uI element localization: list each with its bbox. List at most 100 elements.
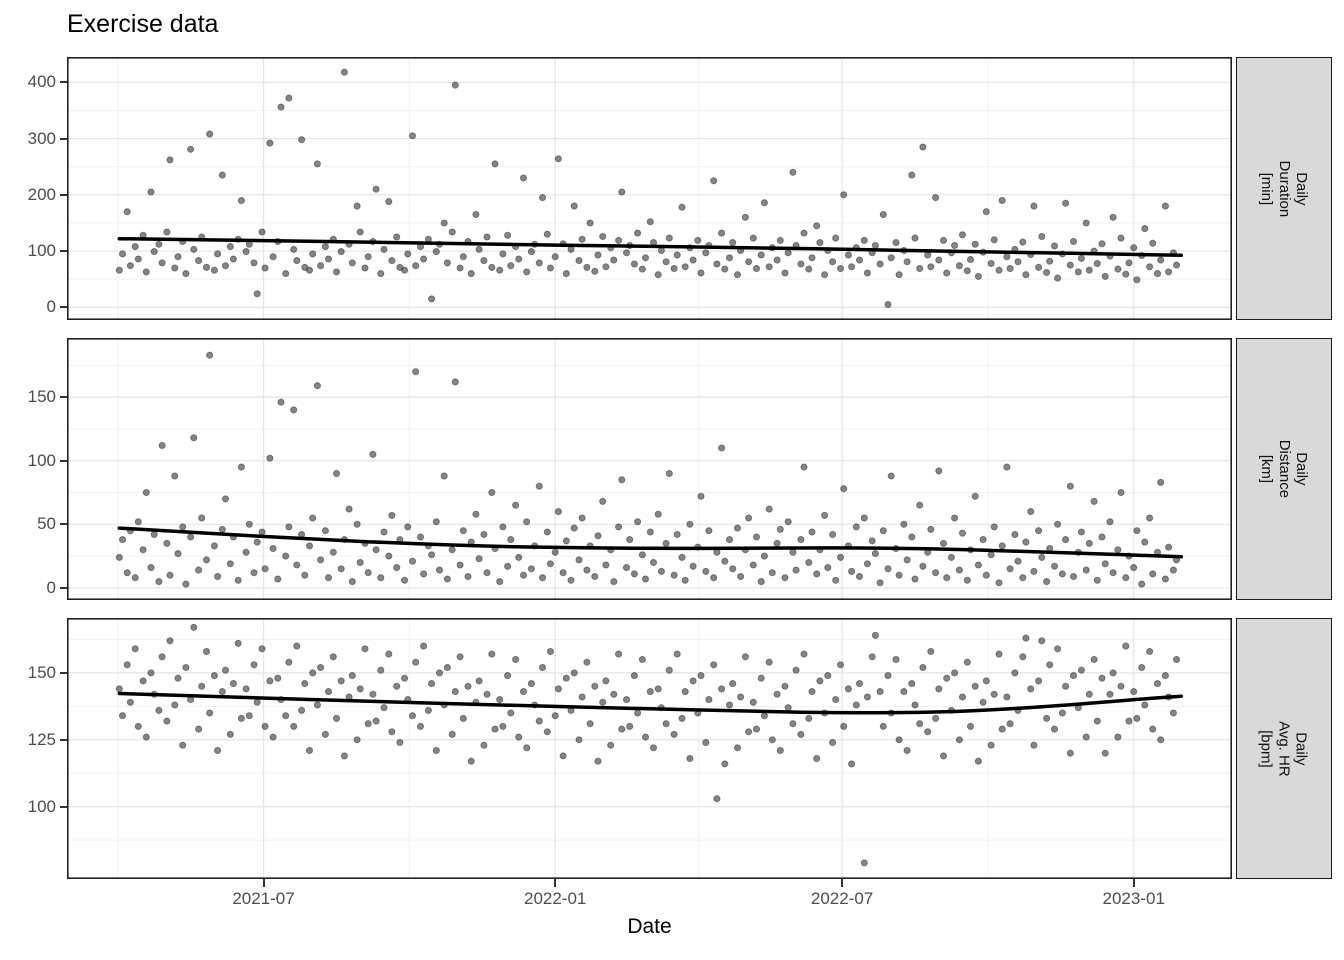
data-point bbox=[353, 202, 361, 210]
data-point bbox=[1066, 482, 1074, 490]
data-point bbox=[1085, 690, 1093, 698]
data-point bbox=[1077, 528, 1085, 536]
data-point bbox=[198, 682, 206, 690]
data-point bbox=[512, 501, 520, 509]
data-point bbox=[293, 257, 301, 265]
data-point bbox=[139, 677, 147, 685]
data-point bbox=[974, 757, 982, 765]
data-point bbox=[887, 254, 895, 262]
data-point bbox=[313, 160, 321, 168]
data-point bbox=[1062, 199, 1070, 207]
data-point bbox=[1038, 553, 1046, 561]
facet-plot-svg bbox=[67, 57, 1232, 320]
data-point bbox=[816, 239, 824, 247]
data-point bbox=[852, 523, 860, 531]
y-tick-mark bbox=[60, 396, 67, 399]
scatter-points bbox=[115, 351, 1181, 588]
data-point bbox=[903, 556, 911, 564]
x-tick-mark bbox=[841, 879, 844, 887]
data-point bbox=[760, 712, 768, 720]
x-tick-label: 2022-01 bbox=[523, 889, 587, 908]
data-point bbox=[987, 741, 995, 749]
data-point bbox=[784, 518, 792, 526]
facet-plot-svg bbox=[67, 338, 1232, 600]
data-point bbox=[214, 250, 222, 258]
data-point bbox=[855, 256, 864, 264]
data-point bbox=[1006, 565, 1014, 573]
data-point bbox=[515, 553, 523, 561]
data-point bbox=[258, 528, 266, 536]
data-point bbox=[412, 368, 420, 376]
data-point bbox=[575, 736, 583, 744]
data-point bbox=[697, 672, 705, 680]
data-point bbox=[570, 202, 578, 210]
data-point bbox=[1117, 682, 1125, 690]
data-point bbox=[385, 198, 393, 206]
data-point bbox=[1090, 655, 1098, 664]
data-point bbox=[607, 741, 615, 749]
y-tick-label: 100 bbox=[27, 450, 56, 470]
data-point bbox=[987, 551, 995, 559]
data-point bbox=[673, 251, 681, 259]
data-point bbox=[179, 523, 187, 531]
data-point bbox=[832, 234, 840, 242]
data-point bbox=[737, 572, 745, 581]
data-point bbox=[182, 270, 190, 278]
data-point bbox=[813, 754, 821, 763]
data-point bbox=[131, 243, 139, 251]
data-point bbox=[1149, 725, 1157, 733]
y-tick-mark bbox=[60, 459, 67, 462]
data-point bbox=[947, 553, 955, 561]
data-point bbox=[420, 255, 428, 263]
data-point bbox=[1161, 202, 1169, 210]
data-point bbox=[689, 256, 697, 264]
data-point bbox=[404, 523, 412, 531]
data-point bbox=[329, 653, 337, 661]
data-point bbox=[538, 574, 547, 582]
data-point bbox=[887, 472, 895, 480]
data-point bbox=[134, 518, 142, 526]
y-tick-mark bbox=[60, 250, 67, 253]
data-point bbox=[721, 760, 729, 768]
data-point bbox=[784, 249, 792, 257]
data-point bbox=[1043, 714, 1051, 722]
data-point bbox=[356, 228, 364, 236]
data-point bbox=[737, 693, 745, 701]
data-point bbox=[908, 680, 916, 688]
data-point bbox=[871, 631, 879, 639]
data-point bbox=[1114, 265, 1122, 273]
data-point bbox=[293, 642, 301, 650]
data-point bbox=[1122, 270, 1130, 278]
data-point bbox=[475, 245, 483, 253]
data-point bbox=[388, 511, 396, 519]
data-point bbox=[1125, 259, 1133, 267]
data-point bbox=[800, 650, 808, 658]
data-point bbox=[982, 571, 990, 579]
y-tick-mark bbox=[60, 738, 67, 741]
scatter-points bbox=[115, 68, 1181, 309]
x-axis-title: Date bbox=[627, 915, 672, 938]
data-point bbox=[356, 558, 364, 567]
data-point bbox=[332, 268, 341, 276]
data-point bbox=[171, 264, 179, 272]
data-point bbox=[646, 218, 654, 226]
data-point bbox=[290, 406, 298, 414]
data-point bbox=[990, 236, 998, 244]
data-point bbox=[879, 722, 887, 730]
data-point bbox=[697, 492, 705, 500]
data-point bbox=[1050, 242, 1059, 250]
data-point bbox=[1006, 264, 1014, 273]
data-point bbox=[725, 254, 734, 262]
data-point bbox=[1046, 257, 1054, 265]
data-point bbox=[206, 130, 214, 138]
data-point bbox=[456, 264, 464, 272]
data-point bbox=[364, 720, 372, 728]
data-point bbox=[134, 255, 142, 263]
data-point bbox=[1109, 213, 1117, 221]
data-point bbox=[321, 730, 329, 738]
data-point bbox=[401, 576, 409, 584]
data-point bbox=[641, 254, 650, 262]
y-tick-mark bbox=[60, 81, 67, 84]
data-point bbox=[187, 533, 195, 541]
data-point bbox=[995, 579, 1003, 587]
